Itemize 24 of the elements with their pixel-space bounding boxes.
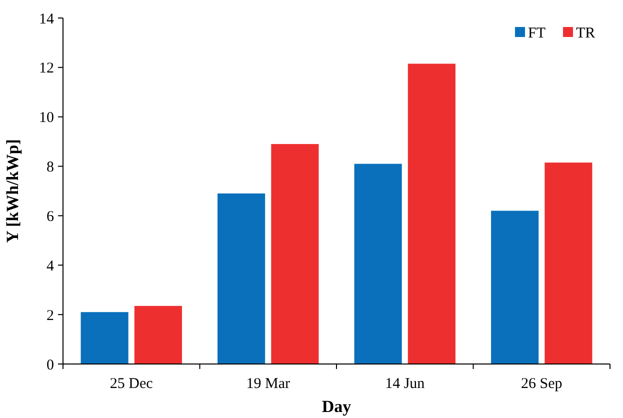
x-tick-label: 14 Jun — [385, 376, 426, 392]
bar — [218, 193, 266, 364]
y-tick-label: 12 — [39, 60, 54, 77]
bar — [271, 144, 319, 364]
y-tick-label: 14 — [39, 11, 54, 28]
bar — [80, 312, 128, 364]
y-tick-label: 4 — [46, 258, 54, 274]
y-tick-label: 8 — [46, 160, 54, 176]
bar — [408, 64, 456, 364]
legend-label: FT — [528, 25, 546, 42]
x-tick-label: 19 Mar — [246, 376, 290, 392]
legend-label: TR — [576, 25, 596, 42]
y-tick-label: 2 — [46, 308, 54, 324]
x-tick-label: 26 Sep — [521, 376, 562, 392]
x-tick-label: 25 Dec — [110, 376, 154, 392]
y-tick-label: 0 — [46, 357, 54, 374]
y-tick-label: 10 — [39, 110, 54, 126]
bar — [134, 306, 182, 364]
bar — [544, 162, 592, 364]
x-axis-title: Day — [322, 397, 352, 416]
bar — [491, 210, 539, 364]
y-tick-label: 6 — [46, 208, 54, 225]
bar — [354, 164, 402, 364]
y-axis-title: Y [kWh/kWp] — [3, 139, 22, 243]
